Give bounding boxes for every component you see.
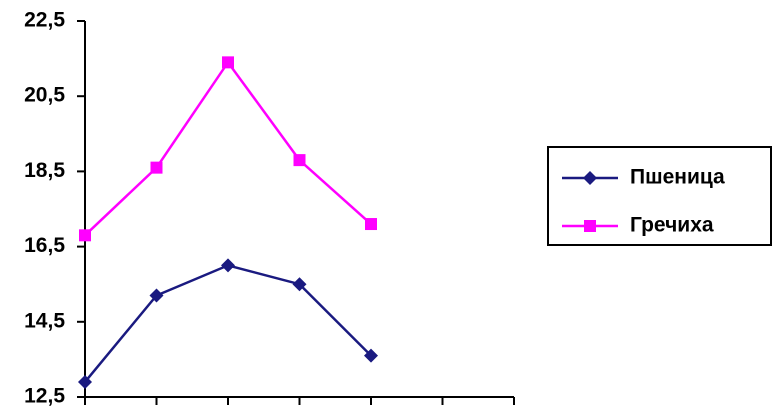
legend-marker <box>583 171 597 185</box>
marker <box>292 277 307 292</box>
marker <box>78 374 92 389</box>
y-tick-label: 22,5 <box>24 9 65 32</box>
marker <box>79 229 91 242</box>
y-tick-label: 20,5 <box>24 84 65 107</box>
marker <box>293 154 306 167</box>
legend-label: Гречиха <box>630 214 714 237</box>
marker <box>150 161 163 174</box>
marker <box>222 56 234 69</box>
marker <box>365 218 377 231</box>
marker <box>221 258 235 273</box>
y-tick-label: 16,5 <box>24 234 65 257</box>
y-tick-label: 12,5 <box>24 385 65 408</box>
y-tick-label: 14,5 <box>24 309 65 332</box>
legend-marker <box>584 220 596 232</box>
marker <box>364 348 378 363</box>
y-tick-label: 18,5 <box>24 159 65 182</box>
legend-label: Пшеница <box>630 166 725 189</box>
marker <box>149 288 164 303</box>
series-line <box>84 264 372 383</box>
series-line <box>84 60 372 237</box>
